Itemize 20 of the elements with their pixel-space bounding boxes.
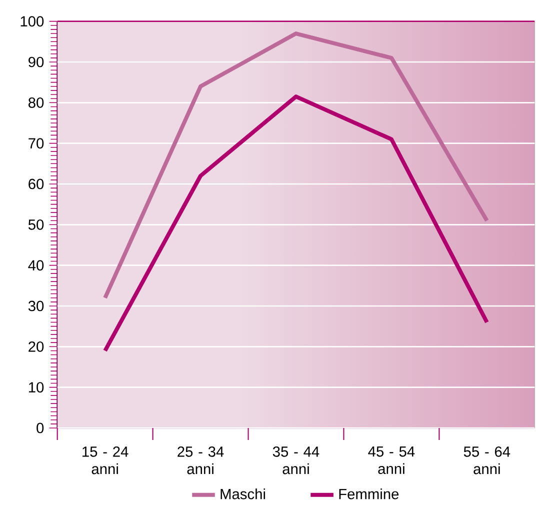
legend-label: Maschi (220, 488, 266, 500)
line-series (103, 94, 489, 353)
y-tick-label: 40 (28, 260, 44, 270)
y-tick-label: 70 (28, 138, 44, 148)
x-tick-label: 35 - 44 anni (272, 446, 320, 474)
y-tick-label: 60 (28, 178, 44, 190)
y-tick-label: 20 (28, 341, 44, 352)
x-tick-label: 55 - 64 anni (464, 446, 510, 474)
y-tick-label: 80 (28, 97, 44, 108)
y-tick-label: 100 (20, 16, 44, 26)
line-series (103, 31, 489, 300)
legend-label: Femmine (339, 488, 399, 500)
y-tick-label: 50 (28, 219, 44, 230)
x-tick-label: 45 - 54 anni (368, 446, 415, 474)
y-tick-label: 90 (28, 56, 44, 68)
x-tick-label: 15 - 24 anni (82, 446, 128, 474)
y-tick-label: 30 (28, 300, 44, 312)
x-tick-label: 25 - 34 anni (178, 446, 224, 474)
y-tick-label: 10 (28, 382, 44, 392)
y-tick-label: 0 (36, 422, 44, 434)
